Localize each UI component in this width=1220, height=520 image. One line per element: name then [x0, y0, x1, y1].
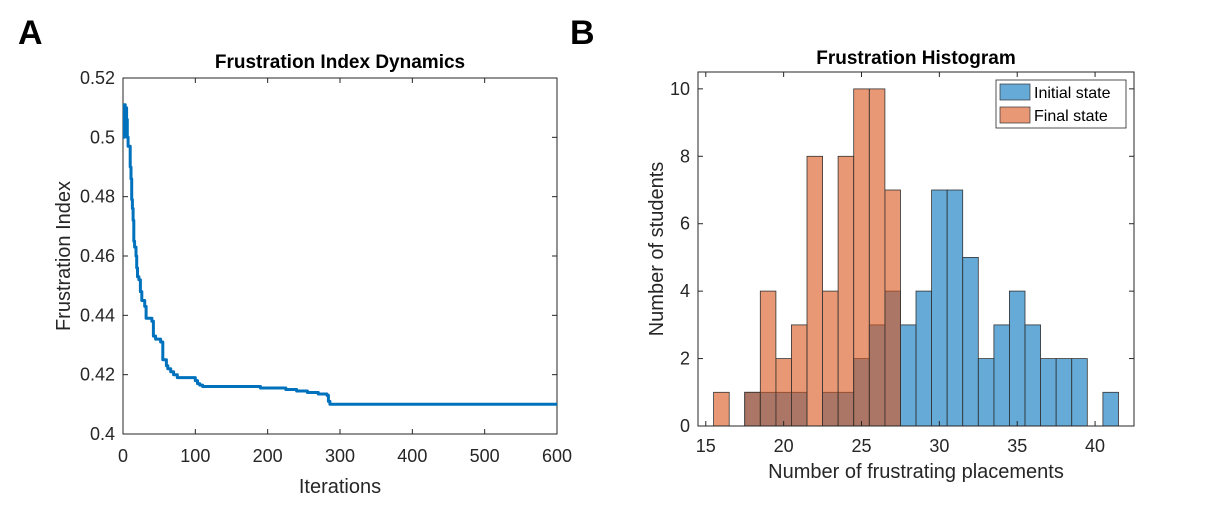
legend-label-final: Final state	[1034, 108, 1108, 125]
legend-swatch-final	[999, 106, 1031, 124]
chart-b-legend: Initial state Final state	[995, 79, 1127, 129]
x-tick-label: 40	[1085, 436, 1105, 456]
chart-a-x-ticks: 0 100 200 300 400 500 600	[118, 78, 572, 466]
legend-swatch-initial	[999, 83, 1031, 101]
chart-a-plot-area	[122, 77, 558, 435]
histogram-bar-final	[853, 88, 870, 427]
y-tick-label: 0.48	[80, 187, 115, 207]
y-tick-label: 2	[680, 349, 690, 369]
y-tick-label: 0	[680, 416, 690, 436]
panel-b-letter: B	[570, 14, 595, 52]
y-tick-label: 0.52	[80, 68, 115, 88]
histogram-bar-final	[837, 155, 855, 427]
histogram-bar-final	[868, 88, 886, 427]
histogram-bar-initial	[946, 189, 964, 427]
histogram-bar-final	[884, 189, 901, 427]
histogram-bar-initial	[900, 324, 917, 427]
x-tick-label: 0	[118, 446, 128, 466]
chart-b-x-ticks: 15 20 25 30 35 40	[696, 72, 1105, 456]
y-tick-label: 0.4	[90, 424, 115, 444]
histogram-bar-final	[744, 391, 761, 427]
chart-a-xlabel: Iterations	[299, 476, 381, 498]
histogram-bar-final	[775, 358, 792, 427]
y-tick-label: 6	[680, 214, 690, 234]
chart-b-frame	[697, 71, 1135, 427]
y-tick-label: 0.5	[90, 127, 115, 147]
chart-b-ylabel: Number of students	[646, 162, 668, 337]
chart-a-y-ticks: 0.4 0.42 0.44 0.46 0.48 0.5 0.52	[80, 68, 557, 444]
histogram-bar-final	[759, 290, 777, 427]
chart-b-series-final	[713, 88, 901, 427]
legend-label-initial: Initial state	[1034, 85, 1111, 102]
x-tick-label: 35	[1007, 436, 1027, 456]
histogram-bar-initial	[915, 290, 933, 427]
x-tick-label: 600	[542, 446, 572, 466]
panel-a: A Frustration Index Dynamics 0 100 200 300 4…	[18, 14, 572, 498]
y-tick-label: 0.42	[80, 365, 115, 385]
y-tick-label: 0.44	[80, 305, 115, 325]
histogram-bar-initial	[977, 358, 995, 427]
y-tick-label: 8	[680, 146, 690, 166]
panel-b: B Frustration Histogram 15 20 25 30 35 40 0 2 4…	[570, 14, 1135, 483]
histogram-bar-final	[713, 391, 730, 427]
y-tick-label: 10	[670, 79, 690, 99]
histogram-bar-initial	[931, 189, 948, 427]
histogram-bar-initial	[1040, 358, 1057, 427]
histogram-bar-initial	[1071, 358, 1088, 427]
chart-a-title: Frustration Index Dynamics	[215, 52, 465, 73]
histogram-bar-initial	[993, 324, 1010, 427]
histogram-bar-initial	[1009, 290, 1026, 427]
chart-b-xlabel: Number of frustrating placements	[768, 461, 1064, 483]
x-tick-label: 25	[851, 436, 871, 456]
x-tick-label: 15	[696, 436, 716, 456]
x-tick-label: 300	[325, 446, 355, 466]
histogram-bar-final	[791, 324, 808, 427]
x-tick-label: 500	[470, 446, 500, 466]
histogram-bar-initial	[1055, 358, 1073, 427]
histogram-bar-initial	[1024, 324, 1042, 427]
chart-b-title: Frustration Histogram	[816, 48, 1016, 69]
panel-a-letter: A	[18, 14, 43, 52]
x-tick-label: 30	[929, 436, 949, 456]
x-tick-label: 20	[774, 436, 794, 456]
histogram-bar-initial	[962, 256, 979, 427]
histogram-bar-final	[806, 155, 824, 427]
y-tick-label: 0.46	[80, 246, 115, 266]
chart-b-y-ticks: 0 2 4 6 8 10	[670, 79, 1134, 436]
x-tick-label: 400	[397, 446, 427, 466]
chart-a-ylabel: Frustration Index	[53, 181, 75, 331]
histogram-bar-initial	[1102, 391, 1119, 427]
x-tick-label: 200	[253, 446, 283, 466]
histogram-bar-final	[822, 290, 839, 427]
y-tick-label: 4	[680, 281, 690, 301]
x-tick-label: 100	[180, 446, 210, 466]
chart-a-series-line	[122, 103, 557, 406]
